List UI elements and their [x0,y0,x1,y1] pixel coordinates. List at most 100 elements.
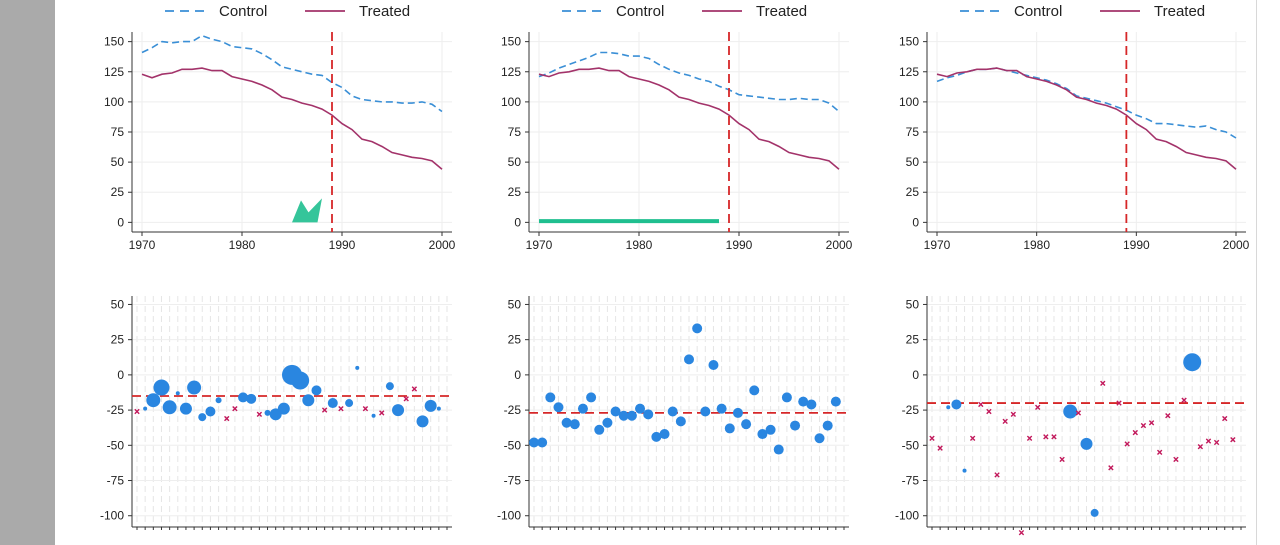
unit-effect-dot [765,424,776,435]
y-tick-label: 150 [899,35,919,49]
y-tick-label: 25 [111,185,125,199]
placebo-cross-marker [1002,418,1008,425]
placebo-cross-marker [134,408,140,415]
placebo-cross-marker [1051,434,1057,440]
placebo-cross-marker [1043,434,1049,440]
placebo-cross-marker [1156,449,1163,456]
placebo-cross-marker [1222,415,1228,422]
y-tick-label: 150 [501,35,521,49]
y-tick-label: 50 [111,155,125,169]
unit-effect-dot [708,360,719,371]
scatter-panel-1 [128,296,452,530]
control-series-line [936,67,1237,139]
placebo-cross-marker [1010,411,1017,418]
y-tick-label: 150 [104,35,124,49]
x-tick-label: 1990 [329,238,356,252]
line-panel-1 [128,10,452,236]
unit-effect-dot [602,417,613,428]
placebo-cross-marker [1075,410,1082,416]
unit-effect-dot [179,402,192,415]
unit-effect-dot [302,394,315,407]
unit-effect-dot [741,419,752,430]
y-tick-label: 25 [508,333,522,347]
y-tick-label: 0 [514,368,521,382]
line-panel-3 [923,10,1246,236]
unit-effect-dot [143,406,148,411]
legend-control-label: Control [1014,3,1062,20]
unit-effect-dot [798,396,809,407]
line-panel-2 [525,10,849,236]
unit-effect-dot [962,468,967,473]
placebo-cross-marker [1148,420,1155,426]
y-tick-label: -25 [902,403,920,417]
control-series-line [141,34,443,113]
y-tick-label: 125 [501,65,521,79]
legend-control-label: Control [616,3,664,20]
unit-effect-dot [749,385,760,396]
unit-effect-dot [537,437,548,448]
y-tick-label: -75 [107,474,125,488]
unit-effect-dot [1063,404,1078,419]
legend-control-label: Control [219,3,267,20]
unit-effect-dot [643,409,654,420]
unit-effect-dot [692,323,703,334]
y-tick-label: 0 [117,368,124,382]
unit-effect-dot [424,399,437,412]
y-tick-label: 50 [508,155,522,169]
x-tick-label: 1970 [129,238,156,252]
x-tick-label: 2000 [826,238,853,252]
x-tick-label: 1980 [229,238,256,252]
placebo-cross-marker [1213,439,1220,446]
treated-series-line [538,67,840,170]
scatter-panel-2 [525,296,849,530]
placebo-cross-marker [937,445,943,451]
y-tick-label: -25 [504,403,522,417]
unit-effect-dot [675,416,686,427]
unit-effect-dot [700,406,711,417]
unit-effect-dot [577,403,588,414]
unit-effect-dot [946,405,951,410]
unit-effect-dot [561,417,572,428]
unit-effect-dot [327,398,338,409]
y-tick-label: 100 [104,95,124,109]
placebo-cross-marker [1165,413,1171,419]
legend-treated-label: Treated [1154,3,1205,20]
unit-effect-dot [416,415,429,428]
placebo-cross-marker [929,435,935,441]
unit-effect-dot [594,424,605,435]
unit-effect-dot [790,420,801,431]
unit-effect-dot [345,399,354,408]
right-page-edge [1256,0,1257,545]
unit-effect-dot [635,403,646,414]
legend-treated-label: Treated [756,3,807,20]
unit-effect-dot [814,433,825,444]
unit-effect-dot [586,392,597,403]
green-annotation-shape [292,198,322,223]
placebo-cross-marker [1205,438,1212,444]
y-tick-label: -50 [902,438,920,452]
y-tick-label: -100 [497,509,521,523]
placebo-cross-marker [321,407,328,413]
unit-effect-dot [667,406,678,417]
control-series-line [538,51,840,113]
unit-effect-dot [198,413,207,422]
unit-effect-dot [545,392,556,403]
placebo-cross-marker [1173,456,1179,463]
unit-effect-dot [187,380,202,395]
unit-effect-dot [436,406,441,411]
unit-effect-dot [1090,508,1099,517]
unit-effect-dot [392,404,405,417]
placebo-cross-marker [1116,400,1122,406]
x-tick-label: 2000 [429,238,456,252]
y-tick-label: 50 [508,297,522,311]
unit-effect-dot [651,431,662,442]
unit-effect-dot [724,423,735,434]
unit-effect-dot [291,371,310,390]
unit-effect-dot [618,410,629,421]
unit-effect-dot [716,403,727,414]
unit-effect-dot [830,396,841,407]
placebo-cross-marker [224,415,230,422]
unit-effect-dot [311,385,322,396]
